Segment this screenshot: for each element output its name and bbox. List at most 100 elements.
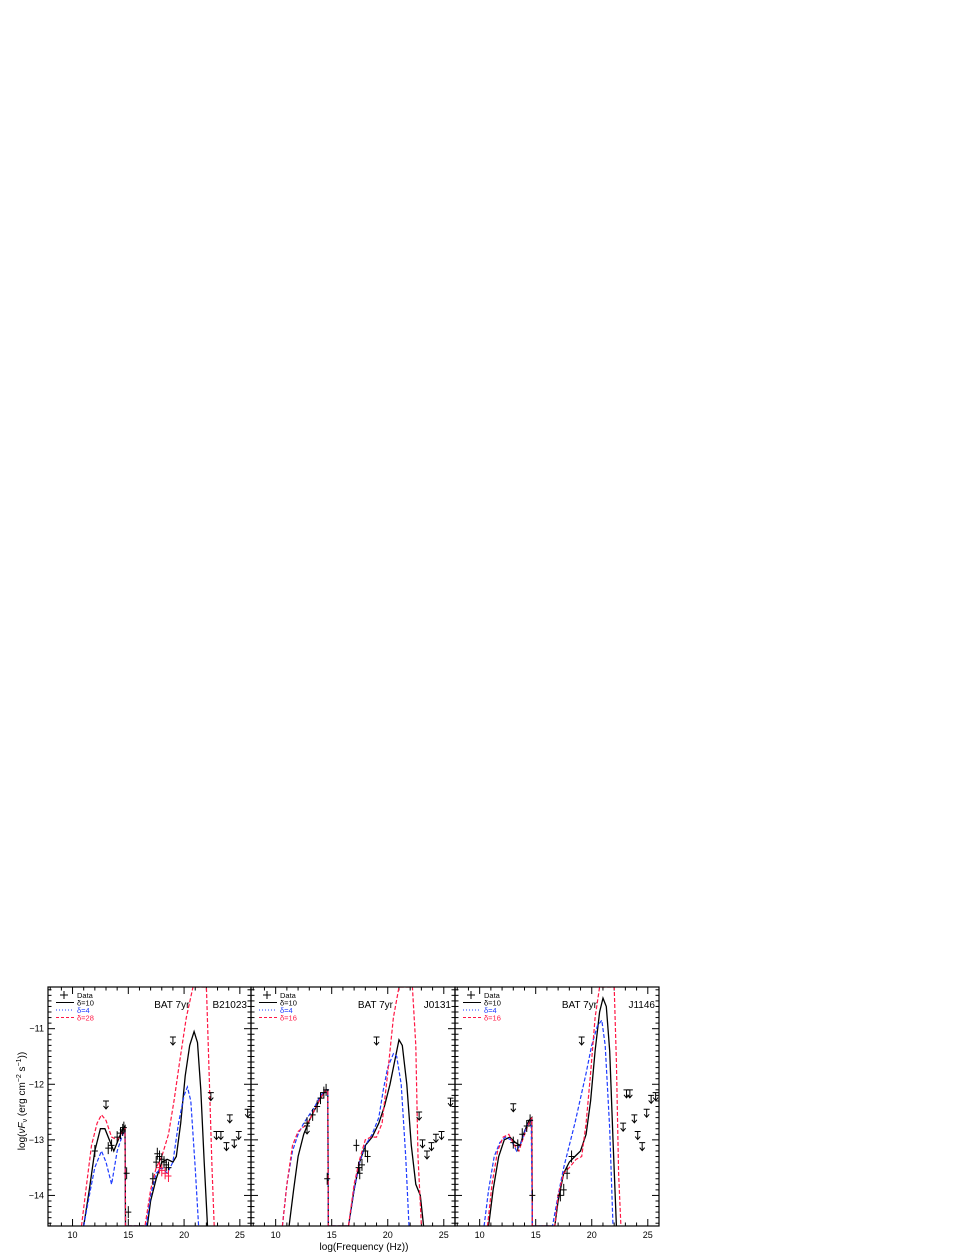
x-tick-label: 20 (179, 1230, 189, 1240)
upper-limit-arrow (626, 1089, 633, 1099)
panel-frame (250, 986, 456, 1227)
legend-marker (263, 991, 271, 999)
model-curve (83, 1029, 209, 1226)
legend-label: δ=10 (280, 999, 297, 1008)
data-point (356, 1167, 363, 1180)
legend-marker (467, 991, 475, 999)
upper-limit-arrow (235, 1131, 242, 1141)
data-point (120, 1121, 127, 1134)
panel-frame (47, 986, 252, 1227)
legend-label: δ=16 (280, 1014, 297, 1023)
model-curve (80, 987, 215, 1226)
curves (281, 987, 425, 1226)
data-point (108, 1139, 115, 1152)
legend-label: δ=10 (484, 999, 501, 1008)
upper-limit-arrow (634, 1131, 641, 1141)
legend-label: δ=16 (484, 1014, 501, 1023)
upper-limit-arrow (103, 1100, 109, 1110)
upper-limit-arrow (578, 1036, 585, 1046)
bat-annotation: BAT 7yr (562, 1000, 598, 1011)
data-point (91, 1144, 98, 1157)
data-point (114, 1131, 121, 1144)
legend-label: δ=28 (77, 1014, 94, 1023)
upper-limit-arrow (447, 1097, 454, 1107)
model-curve (281, 987, 422, 1226)
legend-marker (60, 991, 68, 999)
data-point (119, 1123, 126, 1136)
x-tick-label: 10 (271, 1230, 281, 1240)
data-point (123, 1167, 130, 1180)
model-curve (486, 987, 622, 1226)
y-tick-label: −14 (29, 1190, 44, 1200)
y-tick-label: −12 (29, 1079, 44, 1089)
upper-limit-arrow (631, 1114, 638, 1124)
upper-limit-arrow (169, 1036, 176, 1046)
data-point (568, 1150, 575, 1163)
data-point (523, 1119, 530, 1132)
upper-limit-arrow (244, 1108, 251, 1119)
x-tick-label: 10 (68, 1230, 78, 1240)
data-point (323, 1083, 330, 1096)
data-point-red (158, 1164, 165, 1177)
upper-limit-arrow (217, 1131, 224, 1141)
model-curve (281, 1052, 410, 1226)
data-point (324, 1172, 331, 1185)
upper-limit-arrow (648, 1094, 655, 1105)
x-tick-label: 20 (587, 1230, 597, 1240)
upper-limit-arrow (419, 1139, 426, 1149)
x-tick-label: 15 (531, 1230, 541, 1240)
model-curve (288, 1038, 425, 1226)
curves (80, 987, 215, 1226)
upper-limit-arrow (438, 1131, 445, 1141)
legend-label: δ=4 (77, 1006, 90, 1015)
data-point (125, 1206, 132, 1219)
panel-frame (454, 986, 660, 1227)
panel-title: J0131 (424, 1000, 452, 1011)
upper-limit-arrow (231, 1139, 238, 1149)
data-point (514, 1139, 521, 1152)
upper-limit-arrow (428, 1142, 435, 1152)
data-point (355, 1161, 362, 1174)
model-curve (483, 1018, 614, 1226)
x-tick-label: 25 (439, 1230, 449, 1240)
data-point (314, 1100, 321, 1113)
data-point (527, 1114, 534, 1127)
legend-label: δ=4 (484, 1006, 497, 1015)
legend-label: Data (484, 991, 501, 1000)
upper-limit-arrow (432, 1133, 439, 1144)
data-point (529, 1189, 536, 1202)
data-point (364, 1150, 371, 1163)
x-tick-label: 15 (123, 1230, 133, 1240)
upper-limit-arrow (416, 1111, 423, 1121)
curves (483, 987, 622, 1226)
data-point (153, 1156, 160, 1169)
data-point (317, 1092, 324, 1105)
x-tick-label: 20 (383, 1230, 393, 1240)
x-tick-label: 10 (475, 1230, 485, 1240)
upper-limit-arrow (510, 1103, 517, 1113)
upper-limit-arrow (373, 1036, 380, 1046)
y-tick-label: −13 (29, 1135, 44, 1145)
data-point (557, 1189, 564, 1202)
y-tick-label: −11 (29, 1024, 44, 1034)
legend-label: Data (77, 991, 94, 1000)
legend-label: δ=4 (280, 1006, 293, 1015)
model-curve (83, 1085, 200, 1226)
legend-label: δ=10 (77, 999, 94, 1008)
data-point (510, 1136, 517, 1149)
data-point (309, 1108, 316, 1121)
upper-limit-arrow (207, 1092, 214, 1102)
data-point (560, 1183, 567, 1196)
bat-annotation: BAT 7yr (154, 1000, 190, 1011)
x-tick-label: 25 (235, 1230, 245, 1240)
data-point-red (165, 1169, 172, 1182)
y-axis-label: log(νFν (erg cm−2 s−1)) (16, 1052, 29, 1150)
data-point (353, 1139, 360, 1152)
data-point (564, 1167, 571, 1180)
data-point (149, 1172, 156, 1185)
